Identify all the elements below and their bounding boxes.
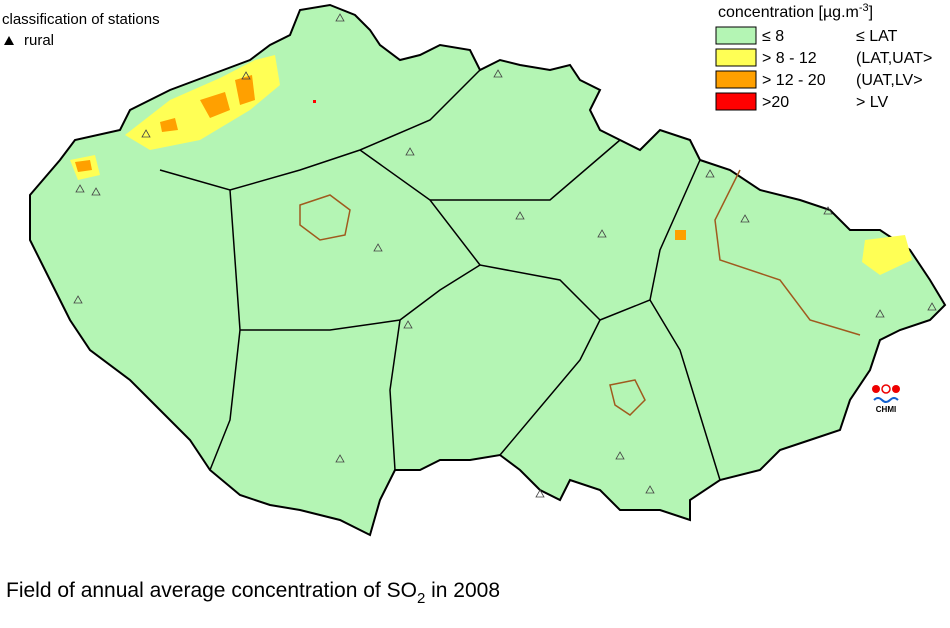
- logo-text: CHMI: [876, 405, 896, 414]
- logo: CHMI: [872, 384, 900, 414]
- caption: Field of annual average concentration of…: [6, 579, 500, 607]
- legend: ≤ 8 ≤ LAT > 8 - 12 (LAT,UAT> > 12 - 20 (UAT,L…: [715, 26, 932, 111]
- country-outline: [29, 3, 947, 537]
- stations-item: rural: [24, 32, 54, 49]
- legend-range: ≤ 8: [762, 28, 784, 45]
- station-markers: [73, 13, 937, 498]
- pollution-patches: [70, 55, 912, 275]
- city-borders: [299, 169, 861, 416]
- stations-title: classification of stations: [2, 11, 160, 28]
- legend-class: > LV: [856, 94, 889, 111]
- legend-range: > 8 - 12: [762, 50, 817, 67]
- legend-class: ≤ LAT: [856, 28, 898, 45]
- legend-swatch: [715, 26, 757, 45]
- legend-range: > 12 - 20: [762, 72, 826, 89]
- legend-swatch: [715, 92, 757, 111]
- legend-class: (UAT,LV>: [856, 72, 923, 89]
- legend-class: (LAT,UAT>: [856, 50, 932, 67]
- legend-swatch: [715, 70, 757, 89]
- legend-range: >20: [762, 94, 789, 111]
- region-borders: [159, 69, 721, 481]
- legend-swatch: [715, 48, 757, 67]
- legend-title: concentration [µg.m-3]: [718, 2, 873, 21]
- rural-symbol: [4, 36, 14, 45]
